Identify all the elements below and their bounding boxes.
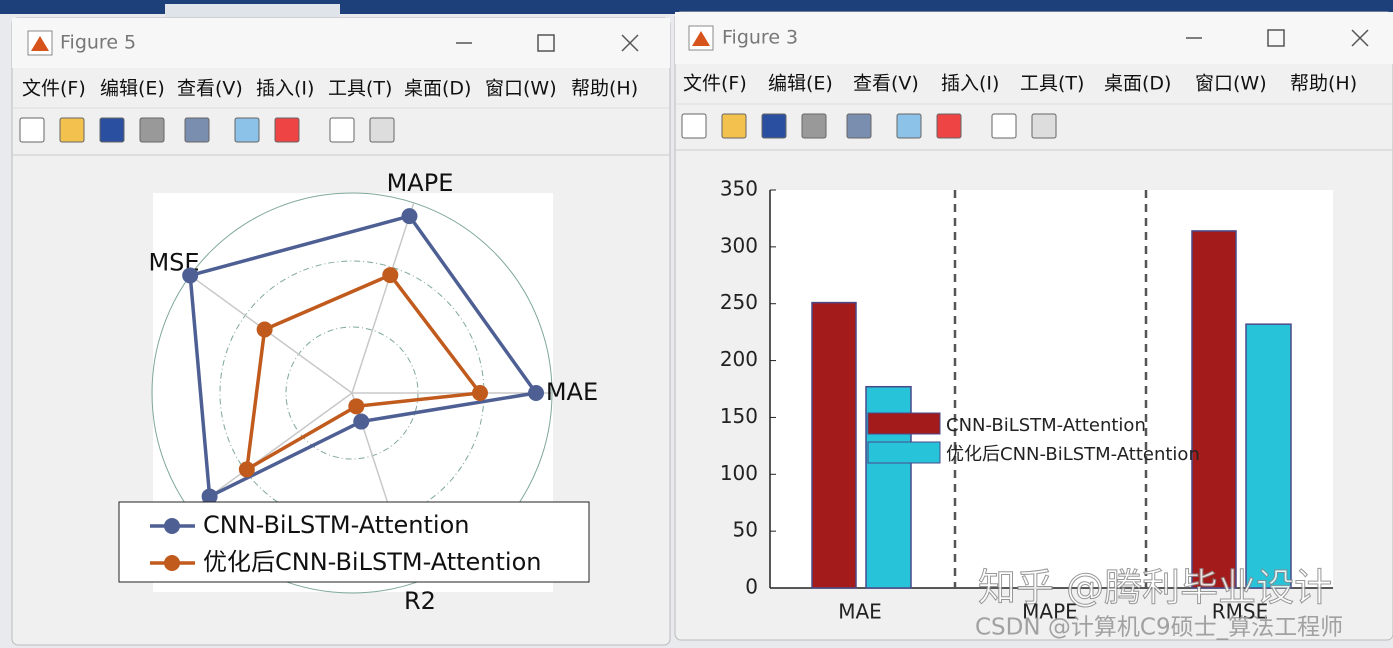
menu-item[interactable]: 查看(V) [853,73,919,95]
point [348,398,365,415]
toolbar-button[interactable] [19,117,45,143]
point [472,385,488,401]
menu-item[interactable]: 窗口(W) [1195,73,1267,95]
legend-label: CNN-BiLSTM-Attention [946,415,1146,436]
toolbar-button[interactable] [99,117,125,143]
point [256,321,273,338]
toolbar-button[interactable] [896,113,922,139]
toolbar-button[interactable] [681,113,707,139]
series-line [188,214,540,500]
toolbar-button[interactable] [991,113,1017,139]
legend-box [118,501,590,583]
menu-item[interactable]: 帮助(H) [1290,73,1357,95]
legend-label: CNN-BiLSTM-Attention [203,511,469,539]
menu-item[interactable]: 工具(T) [328,78,392,100]
axis-spoke [189,274,353,394]
bar [1245,323,1292,589]
point [382,267,399,284]
menu-item[interactable]: 桌面(D) [404,78,471,100]
menu-item[interactable]: 插入(I) [941,73,999,95]
legend-marker [164,555,180,571]
series-line [244,272,484,473]
point [201,488,218,505]
axis-spoke [351,202,415,394]
toolbar-button[interactable] [329,117,355,143]
point [238,461,255,478]
menu-item[interactable]: 查看(V) [177,78,243,100]
x-tick-label: RMSE [1212,600,1268,624]
toolbar-button[interactable] [801,113,827,139]
taskbar [0,0,1393,14]
title-bar [675,12,1393,64]
window-title: Figure 5 [60,32,136,54]
window-title: Figure 3 [722,27,798,49]
toolbar-button[interactable] [846,113,872,139]
watermark: 知乎 @腾利毕业设计 [978,566,1332,610]
toolbar-button[interactable] [184,117,210,143]
toolbar-button[interactable] [369,117,395,143]
y-tick-label: 200 [720,347,758,371]
legend-label: 优化后CNN-BiLSTM-Attention [946,444,1200,465]
axis-label: MAE [546,378,598,406]
bar [811,301,857,589]
point [528,385,544,401]
toolbar-button[interactable] [761,113,787,139]
y-tick-label: 250 [720,290,758,314]
toolbar-button[interactable] [139,117,165,143]
menu-item[interactable]: 窗口(W) [485,78,557,100]
menu-item[interactable]: 插入(I) [256,78,314,100]
toolbar-button[interactable] [274,117,300,143]
bar [1191,230,1237,589]
title-bar [12,18,670,68]
y-tick-label: 300 [720,233,758,257]
point [182,267,199,284]
axis-label: MAPE [387,169,454,197]
app-icons [27,25,714,56]
legend-swatch [867,441,941,464]
menu-item[interactable]: 桌面(D) [1104,73,1171,95]
legend-swatch [867,412,941,435]
menu-item[interactable]: 文件(F) [22,78,86,100]
y-tick-label: 0 [745,575,758,599]
y-tick-label: 50 [733,518,758,542]
legend-label: 优化后CNN-BiLSTM-Attention [203,548,541,576]
toolbar-button[interactable] [1031,113,1057,139]
toolbar-button[interactable] [234,117,260,143]
menu-item[interactable]: 文件(F) [683,73,747,95]
y-tick-label: 150 [720,404,758,428]
credit: CSDN @计算机C9硕士_算法工程师 [975,615,1343,641]
point [401,208,418,225]
window-controls[interactable] [456,29,1369,52]
y-tick-label: 350 [720,177,758,201]
menu-item[interactable]: 编辑(E) [768,73,833,95]
axis-label: R2 [404,587,436,615]
x-tick-label: MAPE [1022,600,1078,624]
menu-item[interactable]: 工具(T) [1020,73,1084,95]
x-tick-label: MAE [838,600,882,624]
point [353,413,370,430]
toolbar-button[interactable] [936,113,962,139]
menu-item[interactable]: 帮助(H) [571,78,638,100]
menu-item[interactable]: 编辑(E) [100,78,165,100]
legend-marker [164,518,180,534]
toolbar-button[interactable] [721,113,747,139]
tab [165,4,340,18]
y-tick-label: 100 [720,461,758,485]
plot-area [770,190,1333,588]
toolbar-button[interactable] [59,117,85,143]
